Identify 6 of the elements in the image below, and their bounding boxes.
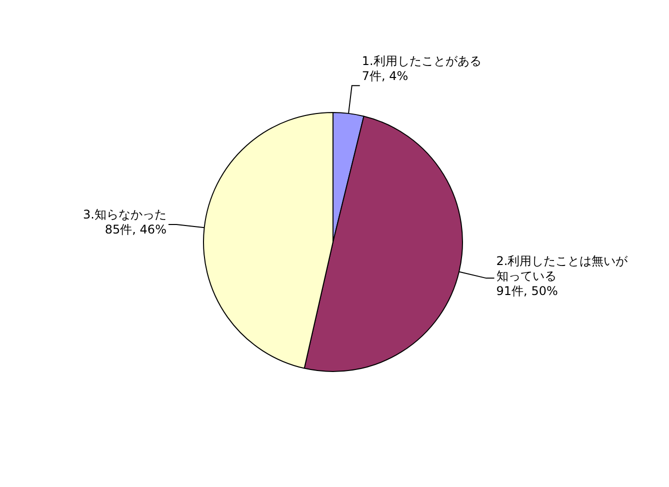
data-label: 7件, 4% [362, 68, 408, 83]
data-label: 85件, 46% [104, 222, 166, 237]
slice-label: 2.利用したことは無いが知っている [496, 254, 629, 283]
data-label: 91件, 50% [496, 284, 558, 298]
slice-label: 3.知らなかった [83, 208, 166, 222]
slice-label: 1.利用したことがある [362, 54, 482, 68]
